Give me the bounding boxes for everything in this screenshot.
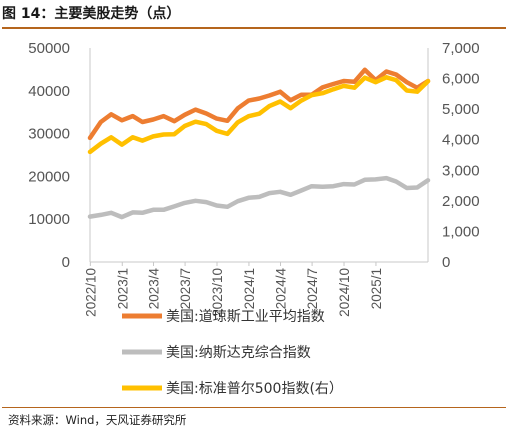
x-tick-label: 2022/10 <box>83 268 98 317</box>
source-note: 资料来源：Wind，天风证券研究所 <box>8 413 187 427</box>
y-left-tick-label: 50000 <box>28 40 70 57</box>
x-tick-label: 2024/7 <box>305 268 320 309</box>
x-tick-label: 2024/10 <box>337 268 352 317</box>
source-rule <box>2 407 506 408</box>
title-rule <box>2 27 506 29</box>
y-right-tick-label: 7,000 <box>442 40 480 57</box>
y-left-tick-label: 0 <box>62 254 70 271</box>
line-chart: 0 10000 20000 30000 40000 50000 0 1,000 2,000 3,… <box>28 40 480 397</box>
y-right-tick-label: 3,000 <box>442 162 480 179</box>
y-right-tick-label: 6,000 <box>442 71 480 88</box>
y-axis-right: 0 1,000 2,000 3,000 4,000 5,000 6,000 7,000 <box>442 40 480 271</box>
x-tick-label: 2024/1 <box>242 268 257 309</box>
legend-label-3: 美国:标准普尔500指数(右） <box>166 381 343 397</box>
y-right-tick-label: 4,000 <box>442 132 480 149</box>
y-left-tick-label: 20000 <box>28 168 70 185</box>
series-lines <box>87 67 431 220</box>
x-tick-label: 2023/1 <box>115 268 130 309</box>
series-line-2 <box>87 175 431 220</box>
y-axis-left: 0 10000 20000 30000 40000 50000 <box>28 40 70 271</box>
x-tick-label: 2024/4 <box>274 268 289 310</box>
x-tick-label: 2023/4 <box>147 268 162 310</box>
y-left-tick-label: 30000 <box>28 126 70 143</box>
legend-label-1: 美国:道琼斯工业平均指数 <box>166 309 325 325</box>
legend-label-2: 美国:纳斯达克综合指数 <box>166 345 311 361</box>
x-tick-label: 2023/7 <box>178 268 193 309</box>
y-left-tick-label: 10000 <box>28 211 70 228</box>
y-left-tick-label: 40000 <box>28 83 70 100</box>
y-right-tick-label: 2,000 <box>442 193 480 210</box>
y-right-tick-label: 1,000 <box>442 223 480 240</box>
series-line-3 <box>87 75 431 155</box>
x-tick-label: 2025/1 <box>369 268 384 309</box>
series-line-1 <box>87 67 431 141</box>
y-right-tick-label: 5,000 <box>442 101 480 118</box>
y-right-tick-label: 0 <box>442 254 450 271</box>
x-axis: 2022/10 2023/1 2023/4 2023/7 2023/10 2024/1 20… <box>83 262 384 317</box>
x-tick-label: 2023/10 <box>210 268 225 317</box>
chart-title: 图 14：主要美股走势（点） <box>2 6 181 22</box>
